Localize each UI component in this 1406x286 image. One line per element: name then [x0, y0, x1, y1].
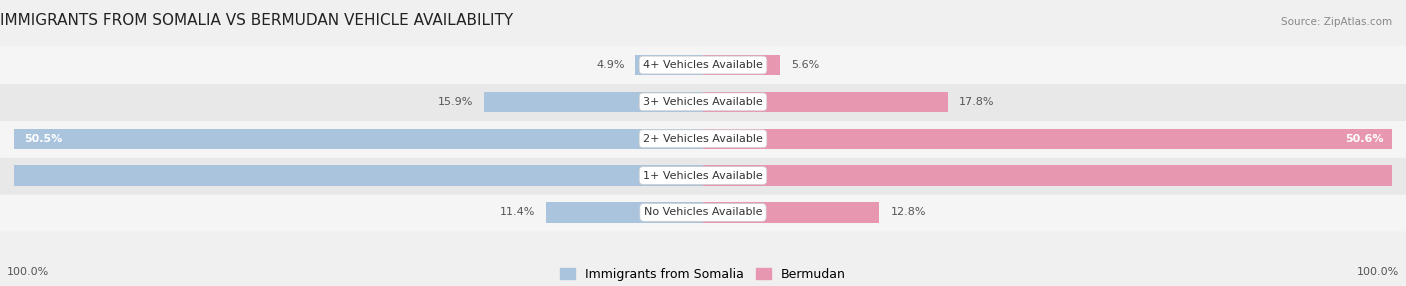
Text: 100.0%: 100.0% — [7, 267, 49, 277]
Bar — [703, 92, 948, 112]
Legend: Immigrants from Somalia, Bermudan: Immigrants from Somalia, Bermudan — [555, 263, 851, 286]
Text: 4.9%: 4.9% — [596, 60, 624, 70]
Text: 50.5%: 50.5% — [24, 134, 62, 144]
Bar — [546, 202, 703, 223]
Text: 1+ Vehicles Available: 1+ Vehicles Available — [643, 170, 763, 180]
FancyBboxPatch shape — [0, 193, 1406, 232]
Text: 15.9%: 15.9% — [437, 97, 472, 107]
Text: 12.8%: 12.8% — [890, 207, 927, 217]
FancyBboxPatch shape — [0, 120, 1406, 158]
FancyBboxPatch shape — [0, 156, 1406, 195]
Text: 11.4%: 11.4% — [499, 207, 534, 217]
Text: 2+ Vehicles Available: 2+ Vehicles Available — [643, 134, 763, 144]
Bar — [703, 55, 780, 75]
Bar — [703, 165, 1406, 186]
Text: 50.6%: 50.6% — [1346, 134, 1384, 144]
Text: Source: ZipAtlas.com: Source: ZipAtlas.com — [1281, 17, 1392, 27]
FancyBboxPatch shape — [0, 83, 1406, 121]
Text: 3+ Vehicles Available: 3+ Vehicles Available — [643, 97, 763, 107]
Bar — [636, 55, 703, 75]
Text: IMMIGRANTS FROM SOMALIA VS BERMUDAN VEHICLE AVAILABILITY: IMMIGRANTS FROM SOMALIA VS BERMUDAN VEHI… — [0, 13, 513, 27]
FancyBboxPatch shape — [0, 46, 1406, 84]
Bar — [484, 92, 703, 112]
Text: 100.0%: 100.0% — [1357, 267, 1399, 277]
Bar — [7, 129, 703, 149]
Text: 17.8%: 17.8% — [959, 97, 995, 107]
Text: 5.6%: 5.6% — [792, 60, 820, 70]
Bar — [703, 129, 1400, 149]
Bar — [0, 165, 703, 186]
Bar — [703, 202, 879, 223]
Text: 4+ Vehicles Available: 4+ Vehicles Available — [643, 60, 763, 70]
Text: No Vehicles Available: No Vehicles Available — [644, 207, 762, 217]
